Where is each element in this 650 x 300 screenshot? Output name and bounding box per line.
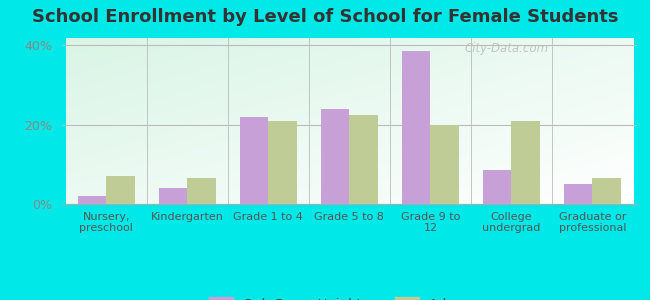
Bar [78,196,107,204]
Bar [187,178,216,204]
Bar [268,121,296,204]
Bar [321,109,350,204]
Bar [430,125,459,204]
Bar [402,51,430,204]
Bar [512,121,540,204]
Bar [350,115,378,204]
Bar [483,170,512,204]
Bar [240,117,268,204]
Legend: Oak Grove Heights, Arkansas: Oak Grove Heights, Arkansas [209,297,490,300]
Bar [159,188,187,204]
Text: School Enrollment by Level of School for Female Students: School Enrollment by Level of School for… [32,8,618,26]
Bar [564,184,592,204]
Bar [592,178,621,204]
Bar [107,176,135,204]
Text: City-Data.com: City-Data.com [464,43,549,56]
